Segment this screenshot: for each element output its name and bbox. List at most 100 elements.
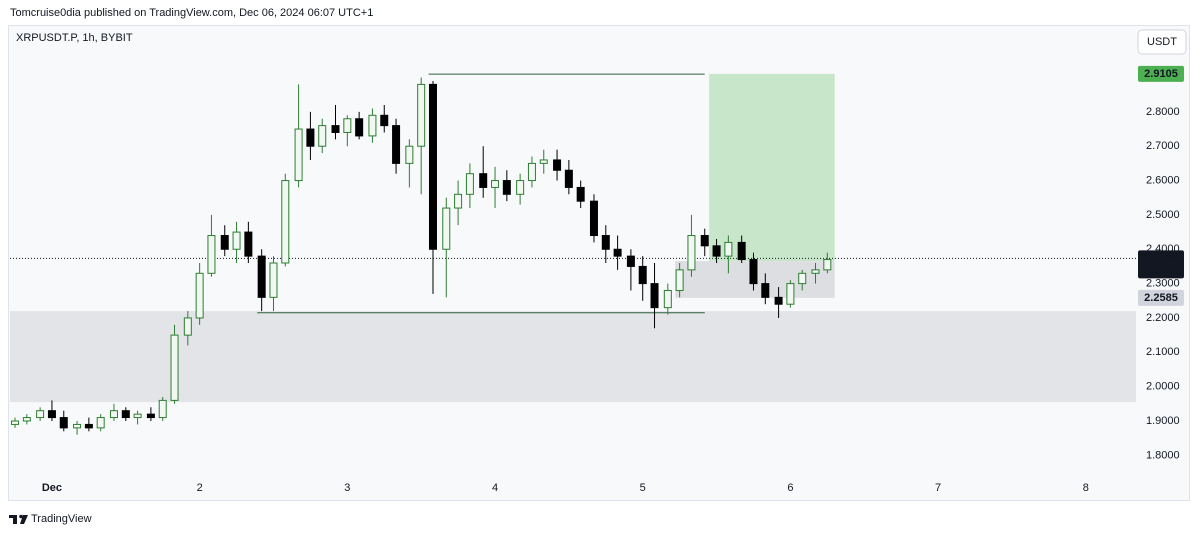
x-tick-label: 8 (1083, 482, 1089, 494)
candle-body (318, 125, 327, 147)
x-tick-label: 3 (344, 482, 350, 494)
plot: 1.80001.90002.00002.10002.20002.30002.40… (10, 65, 1184, 494)
candle-body (589, 200, 598, 237)
support-zone (10, 311, 1136, 403)
candle-body (183, 317, 192, 336)
x-tick-label: 4 (492, 482, 498, 494)
candle-body (343, 118, 352, 133)
candle-body (195, 272, 204, 319)
candle-body (613, 248, 622, 257)
candle-body (675, 269, 684, 291)
candle-body (244, 231, 253, 257)
target-price-tag: 2.9105 (1144, 68, 1178, 80)
candle-body (527, 162, 536, 182)
candle-body (355, 118, 364, 137)
candle-body (11, 420, 20, 425)
candle-body (269, 262, 278, 298)
candle-body (109, 410, 118, 419)
currency-button[interactable] (1137, 29, 1187, 55)
candle-body (811, 269, 820, 274)
candle-body (626, 255, 635, 267)
candle-body (207, 235, 216, 274)
candle-body (786, 283, 795, 305)
y-tick-label: 2.0000 (1146, 381, 1180, 393)
candle-body (73, 423, 82, 429)
candle-body (502, 180, 511, 195)
candle-body (798, 272, 807, 285)
candle-body (700, 235, 709, 247)
candle-body (823, 259, 832, 271)
candle-body (22, 417, 31, 422)
candle-body (454, 193, 463, 209)
candle-body (564, 169, 573, 188)
candle-body (146, 413, 155, 419)
y-tick-label: 1.8000 (1146, 449, 1180, 461)
candle-body (687, 235, 696, 271)
x-tick-label: 7 (935, 482, 941, 494)
candle-body (59, 417, 68, 429)
candle-body (638, 265, 647, 285)
footer-brand: TradingView (31, 513, 92, 525)
x-tick-label: 2 (197, 482, 203, 494)
y-tick-label: 2.6000 (1146, 174, 1180, 186)
candle-body (576, 186, 585, 202)
candle-body (539, 159, 548, 164)
candle-body (428, 83, 437, 250)
candle-body (491, 180, 500, 188)
candle-body (47, 410, 56, 419)
candle-body (442, 207, 451, 250)
candle-body (465, 173, 474, 195)
candle-body (96, 417, 105, 429)
tv-logo (9, 514, 28, 524)
candle-body (737, 241, 746, 261)
candle-body (281, 180, 290, 264)
target-zone (709, 73, 835, 262)
candle-body (516, 180, 525, 195)
chart-frame (8, 25, 1190, 501)
x-tick-label: 5 (640, 482, 646, 494)
candle-body (761, 283, 770, 298)
y-tick-label: 2.5000 (1146, 209, 1180, 221)
candle-body (724, 241, 733, 257)
y-tick-label: 2.1000 (1146, 346, 1180, 358)
countdown: 52:06 (1147, 264, 1175, 276)
candle-body (257, 255, 266, 298)
candle-body (220, 235, 229, 250)
candle-body (405, 145, 414, 164)
candle-body (158, 399, 167, 419)
target-price-tag-bg (1138, 65, 1184, 82)
candle-body (749, 259, 758, 285)
last-price-tag: 2.3736 (1144, 251, 1178, 263)
publisher-line: Tomcruise0dia published on TradingView.c… (10, 7, 373, 19)
candle-body (331, 125, 340, 133)
candle-body (479, 173, 488, 188)
candle-body (84, 423, 93, 429)
candle-body (36, 410, 45, 419)
candle-body (392, 125, 401, 164)
candle-body (232, 231, 241, 250)
candle-body (306, 128, 315, 147)
y-tick-label: 1.9000 (1146, 415, 1180, 427)
candle-body (553, 159, 562, 171)
candle-body (133, 413, 142, 419)
candle-body (712, 245, 721, 257)
currency-label: USDT (1147, 36, 1177, 48)
y-tick-label: 2.8000 (1146, 106, 1180, 118)
y-tick-label: 2.7000 (1146, 140, 1180, 152)
candle-body (774, 296, 783, 305)
candle-body (417, 83, 426, 147)
candle-body (294, 128, 303, 182)
candle-body (601, 235, 610, 250)
x-tick-label: Dec (42, 482, 62, 494)
candle-body (121, 410, 130, 419)
last-price-tag-bg (1138, 250, 1184, 279)
stop-price-tag-bg (1138, 289, 1184, 306)
candle-body (368, 114, 377, 137)
candle-body (663, 289, 672, 309)
candle-body (170, 334, 179, 401)
stop-price-tag: 2.2585 (1144, 292, 1178, 304)
y-tick-label: 2.3000 (1146, 278, 1180, 290)
x-tick-label: 6 (787, 482, 793, 494)
candle-body (380, 114, 389, 127)
